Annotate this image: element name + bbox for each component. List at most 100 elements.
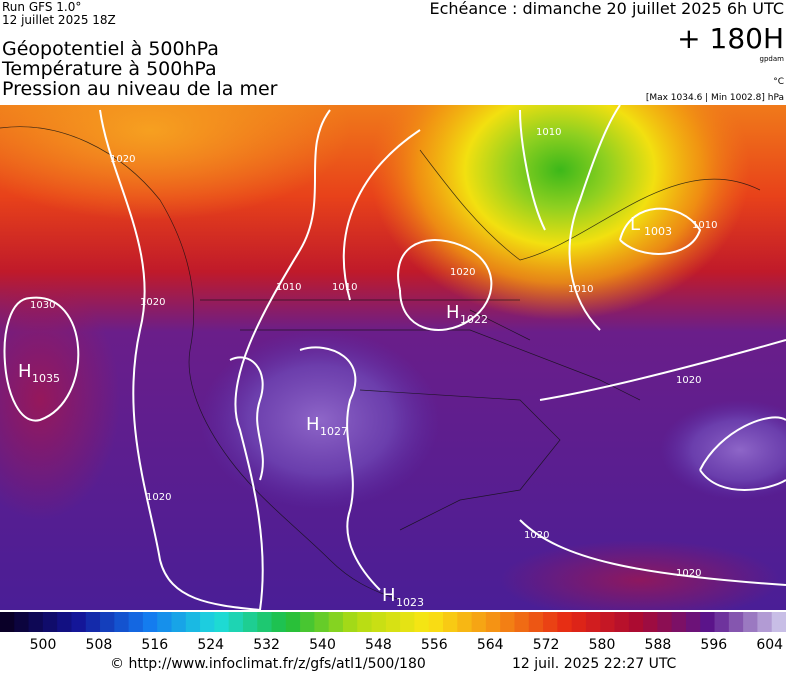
- colorbar-swatch: [500, 612, 515, 632]
- colorbar-label: 500: [30, 637, 57, 653]
- isobar-label: 1020: [110, 154, 135, 165]
- colorbar-swatch: [28, 612, 44, 632]
- colorbar-swatch: [71, 612, 87, 632]
- colorbar-swatch: [14, 612, 30, 632]
- center-letter: L: [630, 214, 640, 235]
- colorbar-label: 580: [589, 637, 616, 653]
- center-letter: H: [446, 302, 460, 323]
- pressure-range: [Max 1034.6 | Min 1002.8] hPa: [646, 93, 784, 103]
- center-value: 1027: [320, 425, 348, 438]
- colorbar-swatch: [142, 612, 158, 632]
- colorbar-label: 596: [700, 637, 727, 653]
- colorbar-label: 508: [86, 637, 113, 653]
- colorbar-swatch: [400, 612, 415, 632]
- unit-geo: gpdam: [760, 55, 785, 63]
- footer-source: © http://www.infoclimat.fr/z/gfs/atl1/50…: [110, 656, 426, 672]
- colorbar-swatch: [757, 612, 773, 632]
- isobar-label: 1030: [30, 300, 55, 311]
- colorbar-swatch: [600, 612, 616, 632]
- colorbar-swatch: [242, 612, 258, 632]
- map: [0, 105, 786, 610]
- colorbar-swatch: [257, 612, 273, 632]
- isobar-label: 1010: [276, 282, 301, 293]
- colorbar-swatch: [342, 612, 358, 632]
- colorbar-label: 572: [533, 637, 560, 653]
- colorbar-label: 548: [365, 637, 392, 653]
- colorbar-swatch: [700, 612, 716, 632]
- run-date: 12 juillet 2025 18Z: [2, 13, 116, 27]
- colorbar-swatch: [428, 612, 444, 632]
- valid-time: Echéance : dimanche 20 juillet 2025 6h U…: [429, 0, 784, 18]
- colorbar-swatch: [185, 612, 201, 632]
- colorbar-swatch: [357, 612, 373, 632]
- colorbar-swatch: [557, 612, 573, 632]
- colorbar-swatch: [285, 612, 301, 632]
- lead-time: + 180H: [677, 22, 784, 55]
- isobar-label: 1010: [536, 127, 561, 138]
- colorbar-swatch: [171, 612, 187, 632]
- colorbar-swatch: [443, 612, 458, 632]
- colorbar-swatch: [614, 612, 630, 632]
- title-line: Géopotentiel à 500hPa: [2, 38, 219, 60]
- colorbar-label: 540: [309, 637, 336, 653]
- colorbar-swatch: [214, 612, 230, 632]
- center-letter: H: [18, 361, 32, 382]
- title-line: Pression au niveau de la mer: [2, 78, 278, 100]
- colorbar-swatch: [571, 612, 587, 632]
- colorbar-label: 588: [645, 637, 672, 653]
- colorbar-swatch: [528, 612, 544, 632]
- colorbar-swatch: [743, 612, 758, 632]
- colorbar-swatch: [585, 612, 601, 632]
- isobar-label: 1020: [676, 568, 701, 579]
- unit-temp: °C: [773, 77, 784, 87]
- center-value: 1035: [32, 372, 60, 385]
- isobar-label: 1020: [140, 297, 165, 308]
- colorbar-swatch: [300, 612, 315, 632]
- colorbar-swatch: [414, 612, 430, 632]
- colorbar-label: 524: [197, 637, 224, 653]
- center-letter: H: [382, 585, 396, 606]
- colorbar-swatch: [471, 612, 487, 632]
- colorbar-swatch: [771, 612, 786, 632]
- colorbar-label: 516: [141, 637, 168, 653]
- colorbar-label: 532: [253, 637, 280, 653]
- colorbar-swatch: [128, 612, 144, 632]
- footer-generated: 12 juil. 2025 22:27 UTC: [512, 656, 677, 672]
- colorbar-swatch: [514, 612, 530, 632]
- colorbar-swatch: [314, 612, 330, 632]
- isobar-label: 1010: [692, 220, 717, 231]
- isobar-label: 1010: [568, 284, 593, 295]
- colorbar-swatch: [57, 612, 72, 632]
- colorbar-swatch: [271, 612, 287, 632]
- colorbar-swatch: [328, 612, 344, 632]
- colorbar-swatch: [485, 612, 501, 632]
- colorbar-swatch: [457, 612, 473, 632]
- colorbar-swatch: [85, 612, 101, 632]
- center-value: 1023: [396, 596, 424, 609]
- isobar-label: 1020: [524, 530, 549, 541]
- run: Run GFS 1.0°: [2, 0, 81, 14]
- colorbar-swatch: [371, 612, 387, 632]
- colorbar-swatch: [685, 612, 701, 632]
- colorbar-swatch: [671, 612, 687, 632]
- colorbar-swatch: [0, 612, 15, 632]
- colorbar-swatch: [543, 612, 558, 632]
- colorbar-swatch: [157, 612, 172, 632]
- colorbar-swatch: [42, 612, 58, 632]
- isobar-label: 1020: [450, 267, 475, 278]
- colorbar-label: 556: [421, 637, 448, 653]
- isobar-label: 1010: [332, 282, 357, 293]
- colorbar: 500 508 516 524 532 540 548 556 564 572 580 588 596 6…: [0, 612, 786, 653]
- center-letter: H: [306, 414, 320, 435]
- colorbar-swatch: [114, 612, 130, 632]
- title-line: Température à 500hPa: [1, 58, 217, 80]
- colorbar-swatch: [385, 612, 401, 632]
- center-value: 1003: [644, 225, 672, 238]
- isobar-label: 1020: [676, 375, 701, 386]
- colorbar-swatch: [100, 612, 115, 632]
- colorbar-swatch: [728, 612, 744, 632]
- colorbar-swatch: [643, 612, 658, 632]
- colorbar-swatch: [228, 612, 244, 632]
- colorbar-swatch: [714, 612, 730, 632]
